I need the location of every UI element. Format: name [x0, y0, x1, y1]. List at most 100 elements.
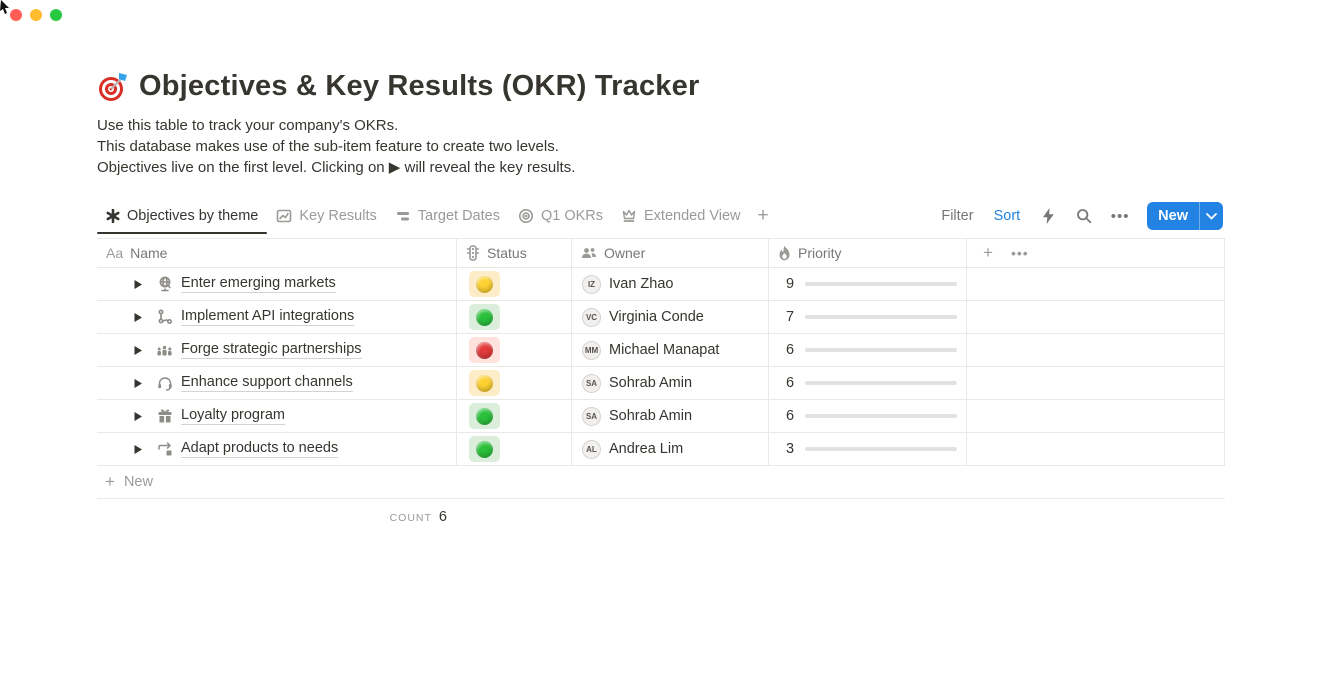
count-value: 6 [438, 509, 447, 525]
table-row: Enhance support channels SA Sohrab Amin … [97, 367, 1225, 400]
sync-icon [156, 441, 173, 457]
table-row: Implement API integrations VC Virginia C… [97, 301, 1225, 334]
view-tabs: Objectives by theme Key Results Target D… [97, 199, 777, 234]
expand-toggle[interactable] [133, 279, 143, 289]
target-icon [518, 209, 533, 223]
name-cell[interactable]: Implement API integrations [97, 301, 457, 333]
name-cell[interactable]: Loyalty program [97, 400, 457, 432]
owner-cell[interactable]: SA Sohrab Amin [572, 367, 769, 399]
close-window-button[interactable] [10, 9, 22, 21]
name-cell[interactable]: Adapt products to needs [97, 433, 457, 465]
status-pill[interactable] [469, 436, 500, 462]
row-title-link[interactable]: Enhance support channels [181, 374, 353, 392]
status-cell[interactable] [457, 400, 572, 432]
status-pill[interactable] [469, 370, 500, 396]
tab-label: Q1 OKRs [540, 208, 604, 224]
priority-cell[interactable]: 7 [769, 301, 967, 333]
avatar: AL [582, 439, 601, 459]
chevron-down-icon [1206, 212, 1217, 219]
table-row: Forge strategic partnerships MM Michael … [97, 334, 1225, 367]
priority-value: 3 [786, 441, 795, 457]
priority-cell[interactable]: 3 [769, 433, 967, 465]
status-cell[interactable] [457, 268, 572, 300]
status-dot [476, 341, 493, 359]
row-title-link[interactable]: Adapt products to needs [181, 440, 339, 458]
row-title-link[interactable]: Forge strategic partnerships [181, 341, 362, 359]
priority-cell[interactable]: 6 [769, 400, 967, 432]
status-cell[interactable] [457, 367, 572, 399]
new-row-button[interactable]: + New [97, 466, 1225, 499]
name-cell[interactable]: Forge strategic partnerships [97, 334, 457, 366]
new-button-dropdown[interactable] [1200, 202, 1223, 230]
priority-bar-track [805, 447, 957, 451]
text-icon: Aa [106, 245, 124, 261]
owner-cell[interactable]: AL Andrea Lim [572, 433, 769, 465]
row-title-link[interactable]: Enter emerging markets [181, 275, 336, 293]
add-column-button[interactable]: + [983, 243, 993, 262]
tab-extended-view[interactable]: Extended View [612, 199, 749, 233]
column-header-name[interactable]: Aa Name [97, 239, 457, 267]
priority-cell[interactable]: 6 [769, 334, 967, 366]
name-cell[interactable]: Enter emerging markets [97, 268, 457, 300]
row-title-link[interactable]: Implement API integrations [181, 308, 355, 326]
sort-button[interactable]: Sort [993, 208, 1021, 224]
filter-button[interactable]: Filter [941, 208, 974, 224]
description-line: Objectives live on the first level. Clic… [97, 159, 576, 176]
view-toolbar: Filter Sort ••• New [936, 202, 1223, 230]
page-description: Use this table to track your company's O… [97, 115, 1223, 178]
owner-cell[interactable]: IZ Ivan Zhao [572, 268, 769, 300]
priority-bar-track [805, 348, 957, 352]
gift-icon [156, 408, 173, 424]
owner-cell[interactable]: SA Sohrab Amin [572, 400, 769, 432]
tab-target-dates[interactable]: Target Dates [386, 199, 509, 233]
add-view-button[interactable]: + [757, 205, 769, 226]
status-cell[interactable] [457, 334, 572, 366]
people-icon [582, 248, 596, 258]
avatar: MM [582, 340, 601, 360]
new-button[interactable]: New [1147, 202, 1223, 230]
page-title-text: Objectives & Key Results (OKR) Tracker [139, 70, 700, 102]
count-cell[interactable]: COUNT 6 [97, 509, 457, 525]
search-button[interactable] [1071, 203, 1097, 229]
avatar: SA [582, 406, 601, 426]
column-header-owner[interactable]: Owner [572, 239, 769, 267]
owner-cell[interactable]: MM Michael Manapat [572, 334, 769, 366]
priority-bar-track [805, 381, 957, 385]
expand-toggle[interactable] [133, 345, 143, 355]
status-pill[interactable] [469, 304, 500, 330]
flame-icon [779, 245, 790, 260]
description-line: Use this table to track your company's O… [97, 117, 399, 134]
table-options-button[interactable]: ••• [1010, 245, 1029, 261]
table-header-row: Aa Name Status Owner Priority + ••• [97, 238, 1225, 268]
priority-cell[interactable]: 9 [769, 268, 967, 300]
tab-objectives-by-theme[interactable]: Objectives by theme [97, 199, 268, 234]
extra-cell [967, 400, 1225, 432]
expand-toggle[interactable] [133, 444, 143, 454]
expand-toggle[interactable] [133, 312, 143, 322]
tab-q1-okrs[interactable]: Q1 OKRs [509, 199, 612, 233]
name-cell[interactable]: Enhance support channels [97, 367, 457, 399]
row-title-link[interactable]: Loyalty program [181, 407, 285, 425]
mouse-cursor [0, 0, 9, 14]
column-header-status[interactable]: Status [457, 239, 572, 267]
status-pill[interactable] [469, 403, 500, 429]
expand-toggle[interactable] [133, 411, 143, 421]
expand-toggle[interactable] [133, 378, 143, 388]
column-header-priority[interactable]: Priority [769, 239, 967, 267]
status-dot [476, 440, 493, 458]
status-dot [476, 407, 493, 425]
status-pill[interactable] [469, 337, 500, 363]
tab-key-results[interactable]: Key Results [267, 199, 385, 233]
plus-icon: + [105, 472, 115, 491]
zoom-window-button[interactable] [50, 9, 62, 21]
status-cell[interactable] [457, 301, 572, 333]
owner-cell[interactable]: VC Virginia Conde [572, 301, 769, 333]
minimize-window-button[interactable] [30, 9, 42, 21]
priority-cell[interactable]: 6 [769, 367, 967, 399]
count-label: COUNT [389, 512, 432, 524]
table-row: Enter emerging markets IZ Ivan Zhao 9 [97, 268, 1225, 301]
status-cell[interactable] [457, 433, 572, 465]
more-options-button[interactable]: ••• [1107, 203, 1133, 229]
status-pill[interactable] [469, 271, 500, 297]
lightning-button[interactable] [1035, 203, 1061, 229]
